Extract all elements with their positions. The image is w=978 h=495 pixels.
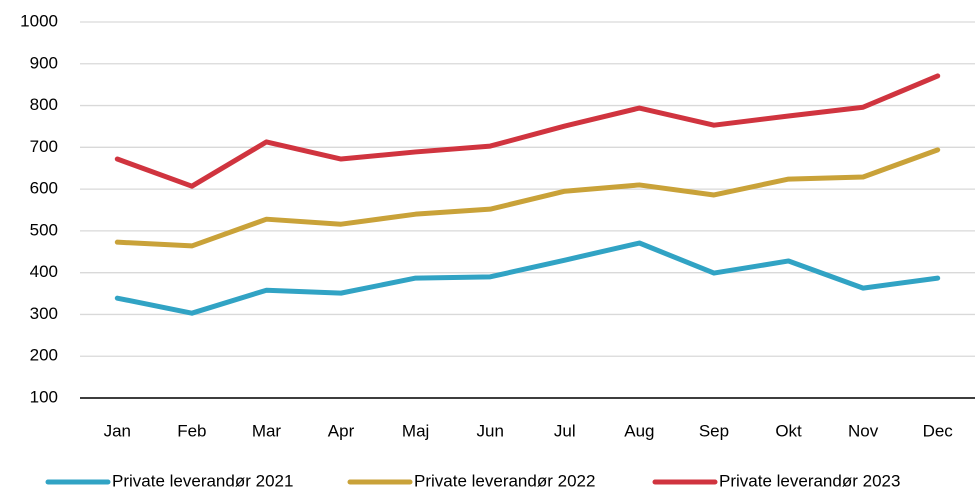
x-tick-label: Okt <box>775 421 802 440</box>
y-tick-label: 1000 <box>20 11 58 30</box>
x-tick-label: Jul <box>554 421 576 440</box>
y-tick-label: 600 <box>30 179 58 198</box>
legend-label: Private leverandør 2022 <box>414 471 595 490</box>
legend-label: Private leverandør 2023 <box>719 471 900 490</box>
x-tick-label: Jan <box>104 421 131 440</box>
y-tick-label: 200 <box>30 346 58 365</box>
y-tick-label: 300 <box>30 304 58 323</box>
y-tick-label: 700 <box>30 137 58 156</box>
y-tick-label: 800 <box>30 95 58 114</box>
x-tick-label: Aug <box>624 421 654 440</box>
line-series <box>114 73 941 189</box>
x-tick-label: Apr <box>328 421 355 440</box>
x-tick-label: Jun <box>476 421 503 440</box>
x-tick-label: Mar <box>252 421 282 440</box>
legend-label: Private leverandør 2021 <box>112 471 293 490</box>
y-tick-label: 100 <box>30 387 58 406</box>
x-tick-label: Nov <box>848 421 879 440</box>
x-tick-label: Maj <box>402 421 429 440</box>
line-series <box>114 147 941 249</box>
x-tick-label: Feb <box>177 421 206 440</box>
y-tick-label: 900 <box>30 53 58 72</box>
y-tick-label: 400 <box>30 262 58 281</box>
y-tick-label: 500 <box>30 220 58 239</box>
x-tick-label: Dec <box>923 421 954 440</box>
x-tick-label: Sep <box>699 421 729 440</box>
line-series <box>114 240 941 316</box>
